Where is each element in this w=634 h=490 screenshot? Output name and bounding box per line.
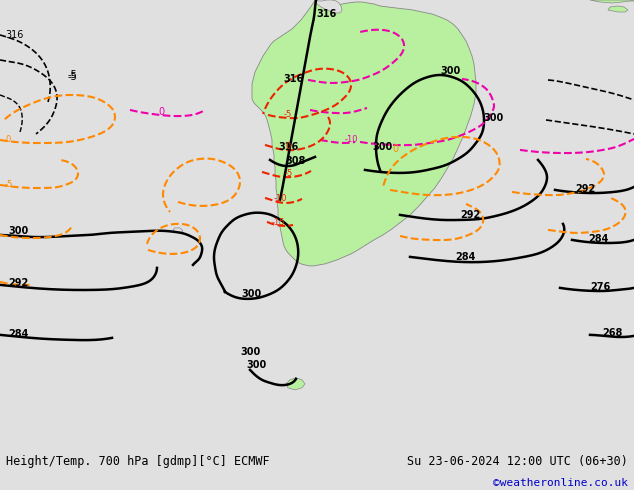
Polygon shape: [173, 228, 183, 233]
Text: 284: 284: [8, 329, 29, 339]
Text: 300: 300: [241, 289, 261, 299]
Text: 308: 308: [285, 156, 306, 166]
Text: 292: 292: [575, 184, 595, 194]
Text: 0: 0: [392, 144, 398, 154]
Text: 292: 292: [460, 210, 480, 220]
Text: -10: -10: [274, 194, 287, 203]
Text: 300: 300: [372, 142, 392, 152]
Text: 276: 276: [590, 282, 611, 292]
Text: 316: 316: [284, 74, 304, 84]
Text: 268: 268: [602, 328, 623, 338]
Text: Height/Temp. 700 hPa [gdmp][°C] ECMWF: Height/Temp. 700 hPa [gdmp][°C] ECMWF: [6, 455, 270, 468]
Text: 300: 300: [8, 226, 29, 236]
Text: -5: -5: [5, 180, 13, 189]
Text: 300: 300: [240, 347, 260, 357]
Text: -5: -5: [68, 72, 78, 82]
Text: 0: 0: [285, 142, 290, 151]
Text: 300: 300: [483, 113, 503, 123]
Text: -5: -5: [285, 169, 294, 178]
Text: 284: 284: [455, 252, 476, 262]
Text: Su 23-06-2024 12:00 UTC (06+30): Su 23-06-2024 12:00 UTC (06+30): [407, 455, 628, 468]
Text: 284: 284: [588, 234, 609, 244]
Text: ©weatheronline.co.uk: ©weatheronline.co.uk: [493, 478, 628, 488]
Text: 316: 316: [316, 9, 336, 19]
Polygon shape: [315, 0, 342, 13]
Polygon shape: [590, 0, 634, 3]
Polygon shape: [286, 378, 305, 390]
Polygon shape: [252, 0, 476, 266]
Text: 316: 316: [279, 142, 299, 152]
Text: 300: 300: [440, 66, 460, 76]
Text: 292: 292: [8, 278, 29, 288]
Text: 0: 0: [158, 107, 164, 117]
Text: 316: 316: [5, 30, 23, 40]
Text: 300: 300: [246, 360, 266, 370]
Text: -5: -5: [68, 70, 78, 80]
Polygon shape: [608, 6, 628, 12]
Text: -10: -10: [345, 135, 358, 144]
Text: -5: -5: [284, 110, 292, 119]
Text: 0: 0: [5, 135, 10, 144]
Text: -15: -15: [272, 218, 285, 227]
